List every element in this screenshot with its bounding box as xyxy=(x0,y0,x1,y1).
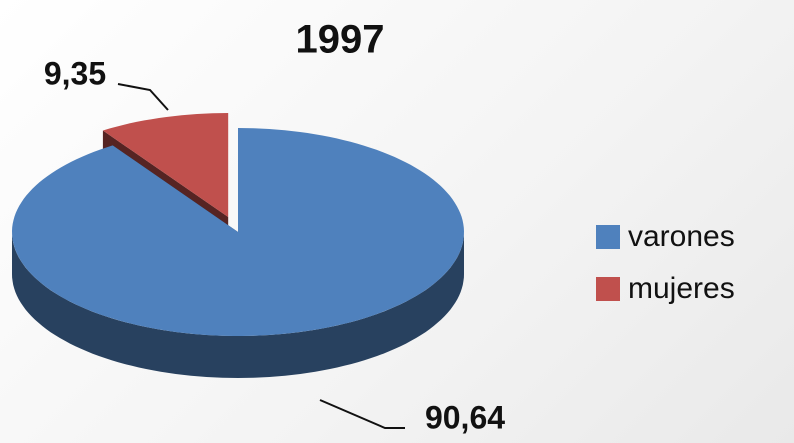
slice-side xyxy=(12,232,464,378)
chart-title: 1997 xyxy=(296,18,385,62)
legend-label: varones xyxy=(628,220,735,253)
legend-swatch xyxy=(596,277,620,301)
slice xyxy=(12,128,464,336)
data-label: 9,35 xyxy=(44,55,106,91)
legend-label: mujeres xyxy=(628,272,735,305)
data-label: 90,64 xyxy=(425,399,505,435)
slice xyxy=(102,113,229,217)
leader-line xyxy=(117,83,169,111)
leader-line xyxy=(319,399,405,429)
legend-swatch xyxy=(596,225,620,249)
